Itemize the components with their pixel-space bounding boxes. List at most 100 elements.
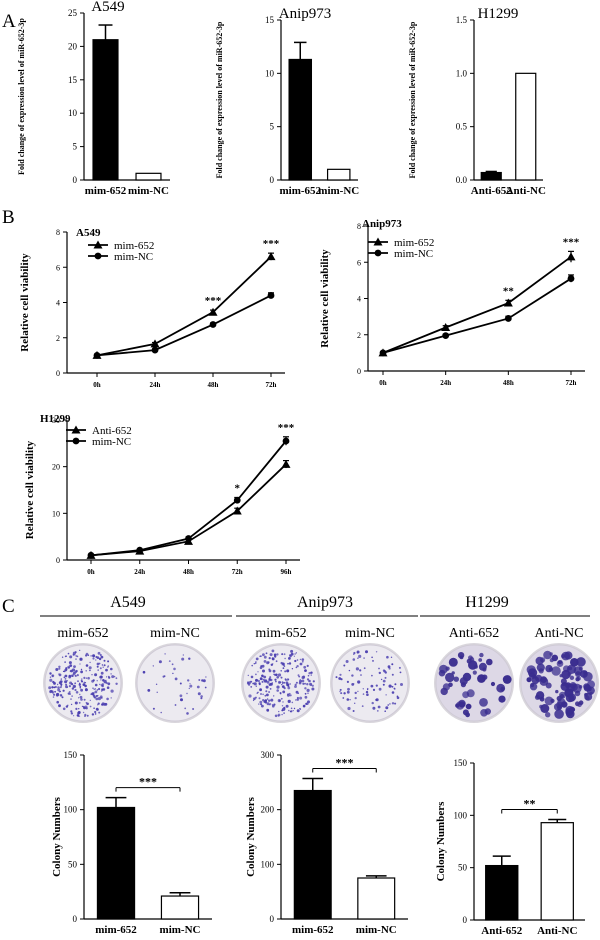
colony xyxy=(280,697,283,700)
colony xyxy=(74,688,77,692)
colony xyxy=(555,689,559,694)
colony xyxy=(287,662,289,665)
colony xyxy=(65,705,69,708)
colony xyxy=(76,674,79,677)
colony xyxy=(91,713,95,716)
colony xyxy=(308,679,311,683)
colony xyxy=(94,710,97,714)
colony xyxy=(295,666,297,669)
colony xyxy=(80,680,84,683)
bar-mim-nc xyxy=(160,895,200,920)
colony xyxy=(89,661,91,664)
colony xyxy=(251,664,253,667)
colony xyxy=(282,690,286,694)
colony xyxy=(276,653,279,656)
colony xyxy=(78,697,80,699)
colony xyxy=(260,703,263,706)
colony xyxy=(294,685,297,688)
colony xyxy=(187,679,190,682)
colony xyxy=(79,685,82,688)
colony xyxy=(80,670,83,674)
colony xyxy=(347,687,350,691)
colony xyxy=(284,657,286,660)
colony xyxy=(292,710,294,712)
colony xyxy=(158,660,162,664)
colony xyxy=(465,703,472,710)
colony xyxy=(98,657,102,661)
colony xyxy=(289,654,292,657)
colony xyxy=(89,705,92,708)
colony xyxy=(564,651,573,660)
colony xyxy=(79,657,83,661)
colony xyxy=(78,702,81,704)
colony xyxy=(293,655,295,657)
y-tick-label: 0 xyxy=(357,367,361,376)
colony xyxy=(306,678,310,681)
colony xyxy=(283,665,285,667)
data-point-mim-nc xyxy=(282,437,290,445)
colony xyxy=(575,677,580,682)
colony xyxy=(52,680,55,684)
colony xyxy=(156,691,158,693)
y-tick-label: 50 xyxy=(68,859,78,869)
y-tick-label: 8 xyxy=(56,228,60,237)
colony xyxy=(82,705,85,708)
colony xyxy=(303,704,306,707)
colony xyxy=(357,657,359,659)
colony xyxy=(74,701,78,705)
x-category-label: mim-NC xyxy=(356,924,397,936)
bar-mim-nc xyxy=(326,168,351,181)
colony xyxy=(54,690,56,693)
colony xyxy=(295,699,297,701)
colony xyxy=(526,677,532,683)
significance-stars: *** xyxy=(278,422,295,434)
bar-anti-652 xyxy=(485,864,519,921)
y-tick-label: 150 xyxy=(454,758,468,768)
colony xyxy=(472,670,477,675)
colony xyxy=(301,679,305,683)
colony xyxy=(55,693,59,697)
x-category-label: mim-652 xyxy=(85,185,127,197)
colony-dish-images xyxy=(43,643,599,723)
colony-dish-5 xyxy=(434,643,514,723)
colony xyxy=(383,670,387,673)
colony xyxy=(97,651,101,655)
significance-stars: *** xyxy=(263,238,280,250)
colony xyxy=(147,689,151,692)
colony xyxy=(272,663,274,665)
colony xyxy=(255,661,257,663)
colony xyxy=(282,682,284,685)
colony xyxy=(372,706,376,710)
series-line-mim-nc xyxy=(382,277,572,354)
dish-label-h1299-anti-nc: Anti-NC xyxy=(535,626,584,641)
colony xyxy=(453,676,459,682)
colony xyxy=(60,694,63,697)
colony xyxy=(268,691,271,693)
colony xyxy=(301,658,305,661)
colony xyxy=(70,703,73,706)
colony xyxy=(74,682,77,685)
x-tick-label: 0h xyxy=(87,568,95,576)
colony xyxy=(60,685,62,687)
colony xyxy=(101,664,104,666)
significance-stars: ** xyxy=(524,797,536,811)
colony xyxy=(339,688,342,691)
data-point-mim-652 xyxy=(208,307,218,316)
colony xyxy=(299,696,303,700)
x-category-label: Anti-652 xyxy=(471,185,512,197)
colony xyxy=(266,680,270,684)
colony xyxy=(102,684,104,687)
colony xyxy=(58,665,61,668)
data-point-mim-nc xyxy=(442,332,450,340)
colony xyxy=(304,695,308,699)
bar-anti-nc xyxy=(540,822,574,921)
colony xyxy=(275,660,278,663)
colony xyxy=(262,693,264,696)
colony xyxy=(275,680,277,683)
colony xyxy=(366,693,369,696)
chart-title: Anip973 xyxy=(279,6,332,22)
colony xyxy=(180,698,183,702)
colony xyxy=(529,672,536,679)
colony xyxy=(84,682,87,684)
colony xyxy=(445,672,455,683)
